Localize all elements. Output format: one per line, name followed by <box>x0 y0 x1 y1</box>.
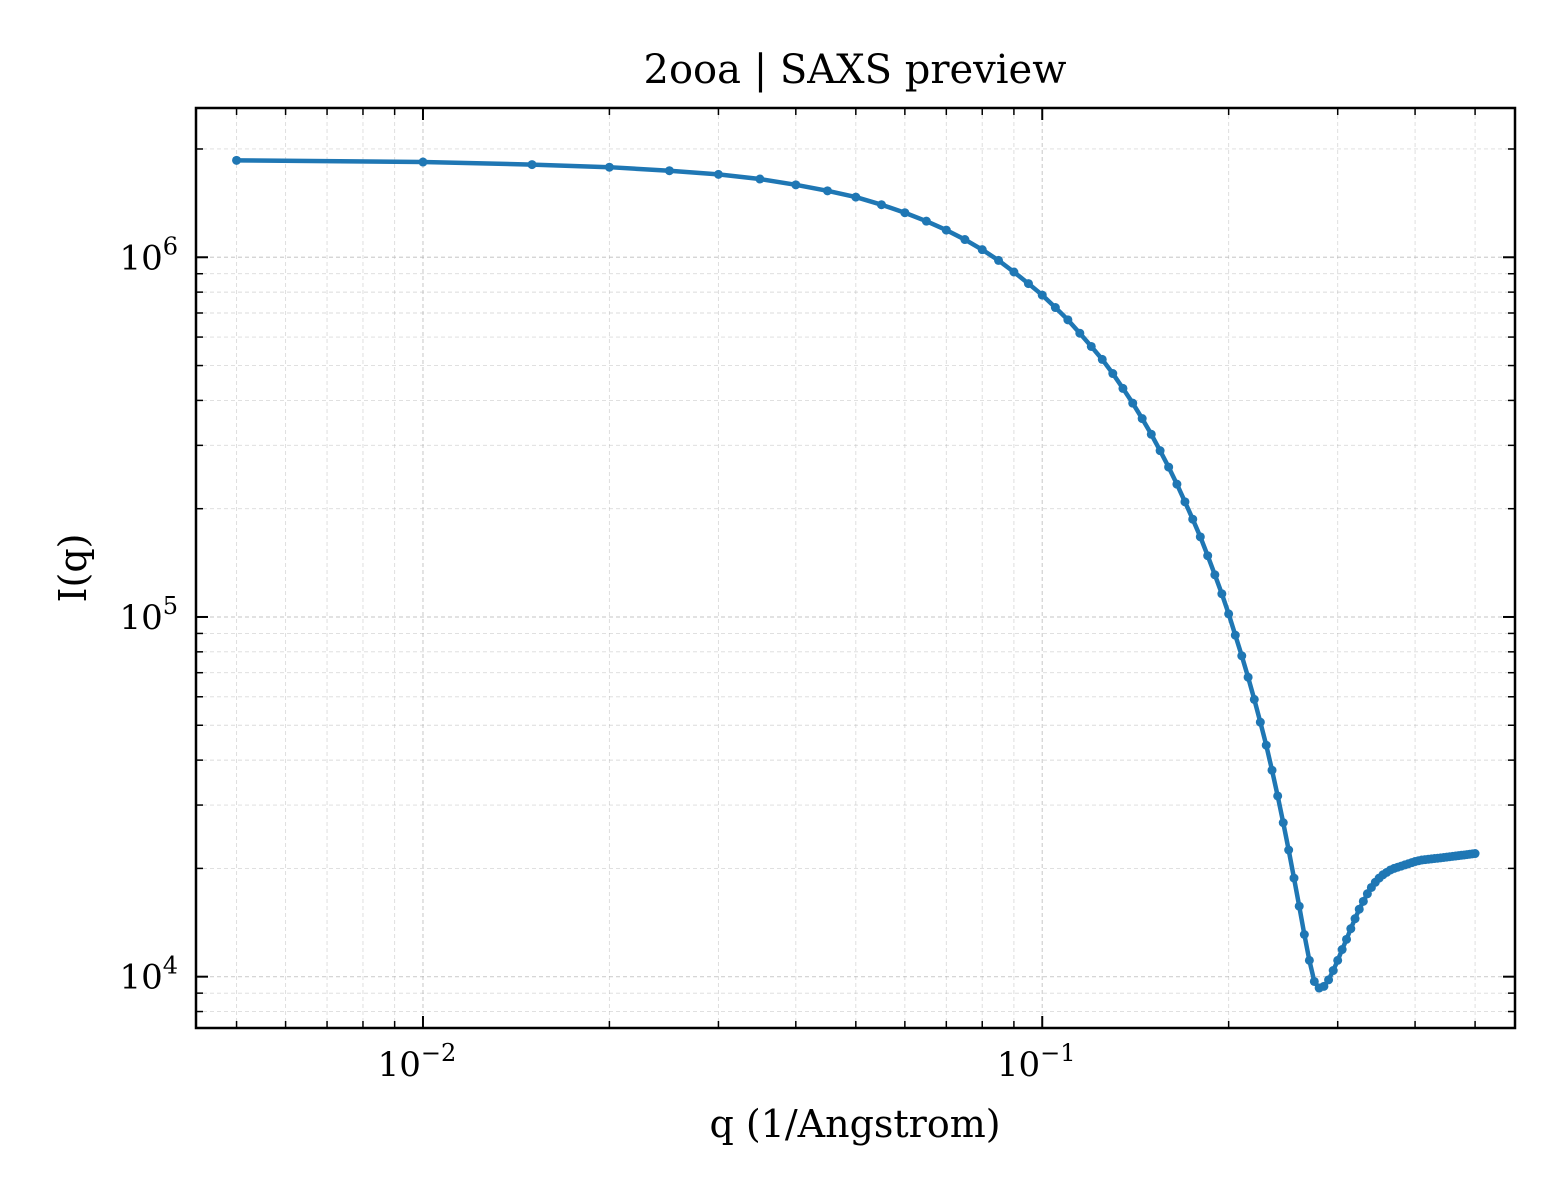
data-point <box>1299 930 1309 939</box>
data-point <box>1333 955 1343 965</box>
data-point <box>527 160 537 170</box>
data-point <box>1063 315 1073 325</box>
data-point <box>900 208 910 218</box>
data-point <box>1195 532 1205 542</box>
data-point <box>1237 651 1247 661</box>
data-point <box>1350 914 1360 924</box>
y-tick-label: 105 <box>119 592 178 638</box>
x-tick-label: 10−2 <box>378 1039 457 1085</box>
data-point <box>1289 873 1299 883</box>
data-point <box>791 180 801 190</box>
data-point <box>1210 570 1220 580</box>
data-point <box>1470 849 1480 859</box>
tick-labels: 10−2 10−1 104 105 106 <box>119 232 1075 1085</box>
data-point <box>1155 446 1165 456</box>
data-point <box>1128 398 1138 408</box>
data-point <box>1086 341 1096 351</box>
data-point <box>1261 740 1271 750</box>
data-point <box>1217 589 1227 599</box>
data-point <box>994 255 1004 265</box>
data-point <box>822 186 832 196</box>
data-point <box>1342 934 1352 944</box>
data-point <box>1075 328 1085 338</box>
data-point <box>960 235 970 245</box>
data-point <box>1249 694 1259 704</box>
data-point <box>1188 514 1198 524</box>
data-point <box>1203 551 1213 561</box>
grid-lines <box>196 108 1515 1028</box>
data-point <box>418 157 428 167</box>
data-point <box>1294 901 1304 911</box>
data-point <box>1255 717 1265 727</box>
data-point <box>1118 383 1128 393</box>
data-point <box>977 245 987 255</box>
data-point <box>1243 672 1253 682</box>
data-point <box>664 166 674 176</box>
data-point <box>1309 976 1319 986</box>
x-axis-label: q (1/Angstrom) <box>709 1102 1000 1146</box>
data-point <box>1273 791 1283 801</box>
data-point <box>1172 479 1182 489</box>
data-point <box>1328 966 1338 976</box>
series-layer <box>232 155 1480 993</box>
data-point <box>1358 896 1368 906</box>
data-point <box>1230 630 1240 640</box>
data-point <box>1023 279 1033 289</box>
data-point <box>1097 354 1107 364</box>
data-point <box>1278 818 1288 828</box>
data-point <box>1284 845 1294 855</box>
data-point <box>1050 303 1060 313</box>
data-point <box>1009 267 1019 277</box>
y-tick-label: 106 <box>119 232 178 278</box>
data-point <box>1146 429 1156 439</box>
data-point <box>851 192 861 202</box>
data-point <box>1304 955 1314 965</box>
axes-frame <box>194 106 1517 1030</box>
data-point <box>921 216 931 226</box>
data-point <box>755 174 765 184</box>
data-point <box>941 225 951 235</box>
y-tick-label: 104 <box>119 952 178 998</box>
data-point <box>1137 414 1147 424</box>
data-point <box>1337 945 1347 955</box>
data-point <box>1267 765 1277 775</box>
data-point <box>1224 609 1234 619</box>
chart-title: 2ooa | SAXS preview <box>644 47 1067 93</box>
data-point <box>713 169 723 179</box>
data-point <box>1037 290 1047 300</box>
data-point <box>604 162 614 172</box>
y-axis-label: I(q) <box>51 534 95 603</box>
data-point <box>1180 497 1190 507</box>
data-point <box>1164 462 1174 472</box>
data-point <box>1346 924 1356 934</box>
data-point <box>1319 981 1329 991</box>
data-point <box>1354 904 1364 914</box>
x-tick-label: 10−1 <box>997 1039 1076 1085</box>
data-point <box>232 155 242 165</box>
data-point <box>876 200 886 210</box>
data-point <box>1324 975 1334 985</box>
data-point <box>1108 369 1118 379</box>
